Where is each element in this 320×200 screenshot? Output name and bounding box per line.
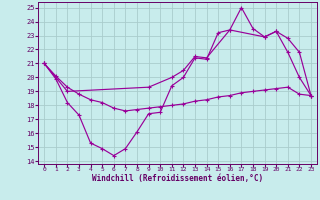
X-axis label: Windchill (Refroidissement éolien,°C): Windchill (Refroidissement éolien,°C): [92, 174, 263, 183]
